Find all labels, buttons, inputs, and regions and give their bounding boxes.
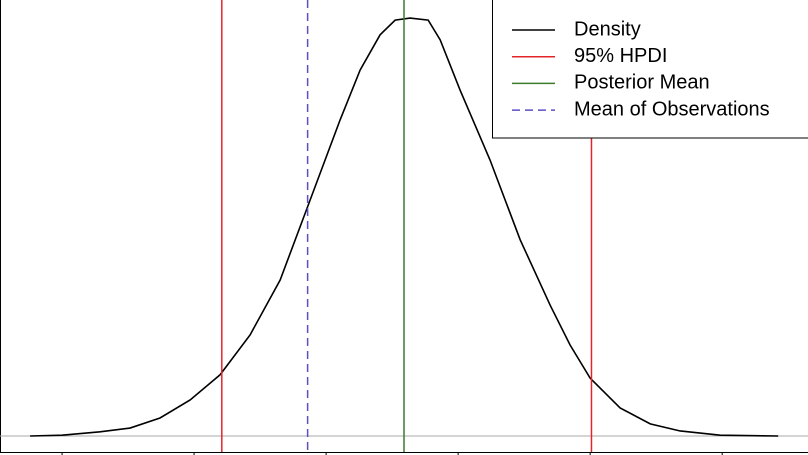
legend-label: Posterior Mean <box>574 72 710 94</box>
legend-label: 95% HPDI <box>574 45 667 67</box>
legend: Density 95% HPDI Posterior Mean Mean of Obs… <box>492 0 808 139</box>
legend-box <box>492 0 808 139</box>
legend-label: Mean of Observations <box>574 98 770 120</box>
legend-label: Density <box>574 18 641 40</box>
density-line <box>30 17 779 437</box>
